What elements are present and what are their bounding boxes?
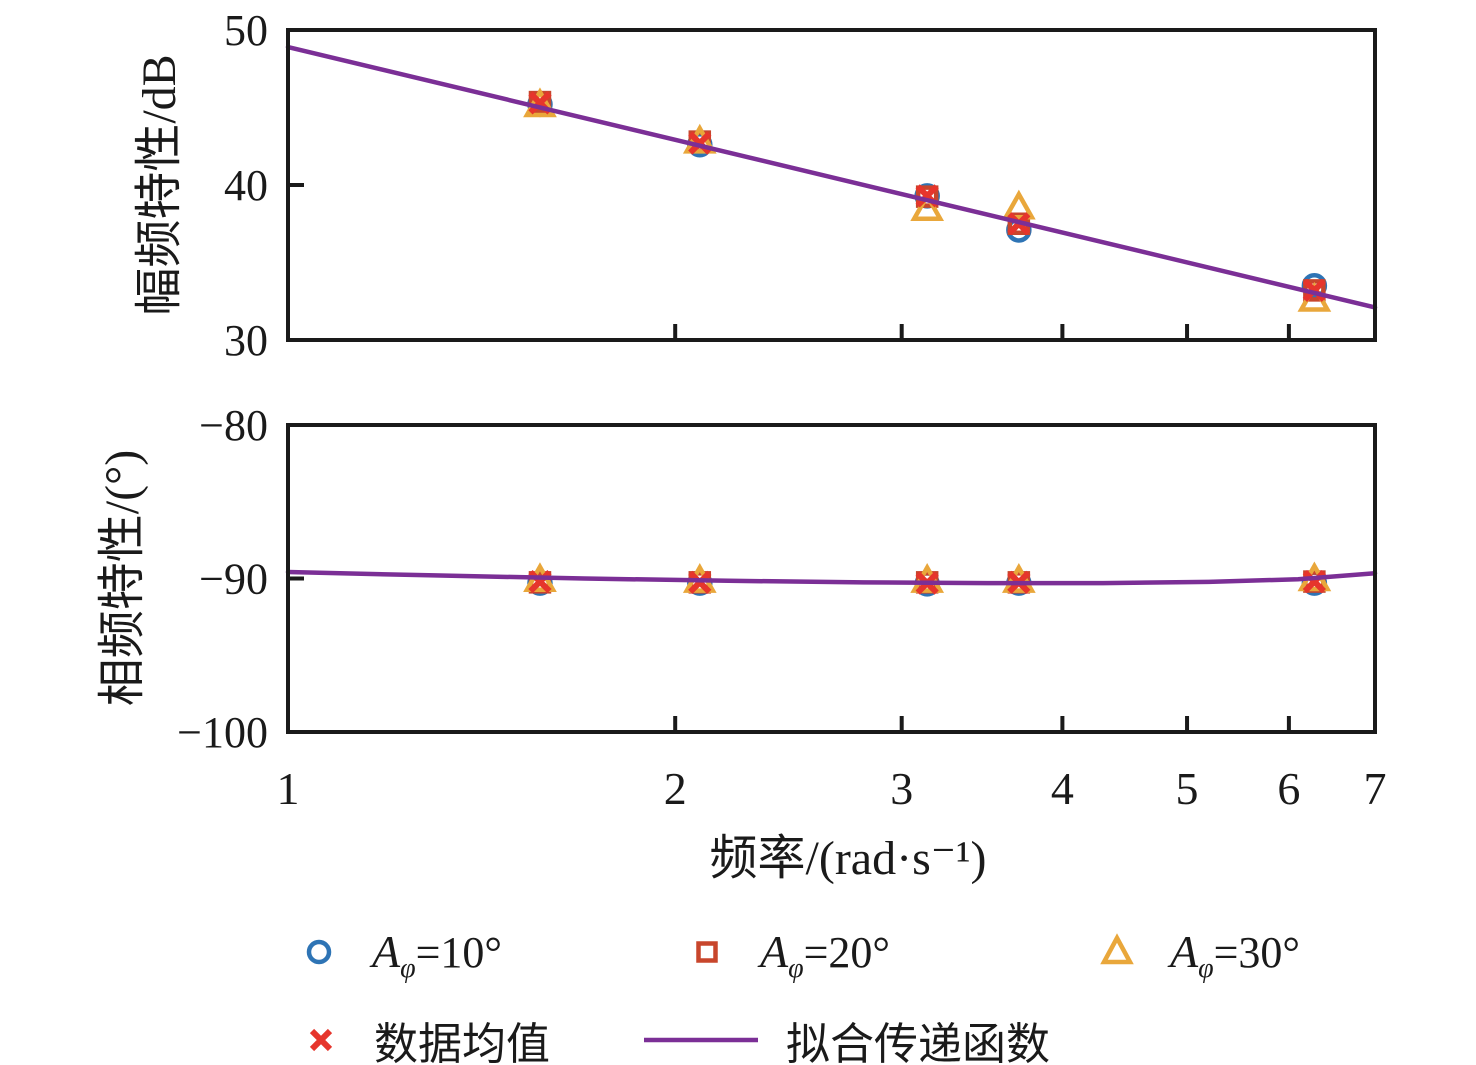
circle-marker-icon <box>306 939 332 964</box>
legend-var: A <box>372 926 401 977</box>
legend-var-sub: φ <box>400 952 416 984</box>
legend-var: A <box>760 926 789 977</box>
legend-label: Aφ=10° <box>372 925 503 982</box>
axes-border <box>286 423 1377 734</box>
legend-var-sub: φ <box>1198 952 1214 984</box>
y-tick-label: 30 <box>224 316 268 365</box>
data-marker-x <box>1302 569 1326 594</box>
y-tick-label: 40 <box>224 161 268 210</box>
triangle-marker-icon <box>1100 932 1134 964</box>
data-marker-triangle <box>1001 189 1036 220</box>
legend-label: Aφ=20° <box>760 925 891 982</box>
data-marker-triangle <box>523 87 557 118</box>
y-tick-label: −90 <box>199 555 268 604</box>
legend-label: 拟合传递函数 <box>786 1020 1050 1065</box>
square-marker-icon <box>696 940 718 963</box>
legend-value: =30° <box>1213 928 1301 977</box>
x-tick-label: 4 <box>1051 763 1074 814</box>
x-tick-label: 5 <box>1176 763 1199 814</box>
axes-border <box>286 28 1377 342</box>
legend-entry-a20: Aφ=20° <box>688 925 891 982</box>
magnitude-axis-label: 幅频特性/dB <box>133 54 186 316</box>
legend-entry-a10: Aφ=10° <box>300 925 503 982</box>
legend-entry-a30: Aφ=30° <box>1098 925 1301 982</box>
x-axis-label: 频率/(rad·s⁻¹) <box>710 832 987 885</box>
legend-value: =20° <box>803 928 891 977</box>
legend-label: 数据均值 <box>374 1020 550 1065</box>
legend-var-sub: φ <box>788 952 804 984</box>
data-marker-triangle <box>910 191 945 222</box>
y-tick-label: −100 <box>177 708 268 757</box>
x-tick-label: 2 <box>664 763 687 814</box>
fit-line <box>285 569 1378 586</box>
x-tick-label: 7 <box>1364 763 1387 814</box>
legend-entry-fit: 拟合传递函数 <box>640 1008 1050 1065</box>
x-tick-label: 3 <box>890 763 913 814</box>
legend-value: =10° <box>415 928 503 977</box>
legend-var: A <box>1170 926 1199 977</box>
y-tick-label: 50 <box>224 6 268 55</box>
legend-label: Aφ=30° <box>1170 925 1301 982</box>
legend-entry-mean: 数据均值 <box>302 1008 550 1065</box>
line-marker-icon <box>644 1037 758 1043</box>
x-tick-label: 6 <box>1277 763 1300 814</box>
x-marker-icon <box>309 1028 333 1052</box>
phase-axis-label: 相频特性/(°) <box>96 449 149 707</box>
fit-line <box>285 44 1378 310</box>
x-tick-label: 1 <box>277 763 300 814</box>
y-tick-label: −80 <box>199 401 268 450</box>
